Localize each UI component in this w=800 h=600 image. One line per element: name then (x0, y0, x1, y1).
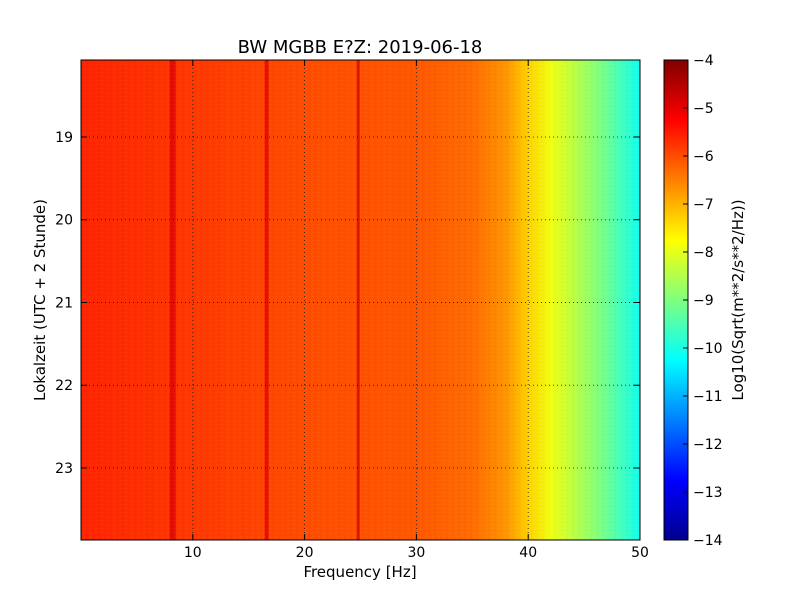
x-axis-label: Frequency [Hz] (303, 563, 416, 581)
y-tick-label: 22 (55, 378, 73, 394)
colorbar-tick-label: −8 (693, 245, 714, 261)
colorbar-tick-label: −13 (693, 485, 723, 501)
colorbar-tick-label: −12 (693, 437, 723, 453)
colorbar-label: Log10(Sqrt(m**2/s**2/Hz)) (729, 199, 747, 400)
x-tick-label: 20 (296, 545, 314, 561)
colorbar-tick-label: −14 (693, 533, 723, 549)
colorbar-tick-label: −6 (693, 149, 714, 165)
y-axis-label: Lokalzeit (UTC + 2 Stunde) (31, 199, 49, 401)
x-tick-label: 40 (519, 545, 537, 561)
y-tick-label: 23 (55, 461, 73, 477)
x-tick-label: 10 (184, 545, 202, 561)
colorbar-tick-label: −5 (693, 101, 714, 117)
colorbar-tick-label: −11 (693, 389, 723, 405)
spectrogram-noise (81, 60, 640, 540)
chart-title: BW MGBB E?Z: 2019-06-18 (238, 37, 483, 58)
colorbar-ticks: −4 −5 −6 −7 −8 −9 −10 −11 −12 −13 −14 (683, 53, 723, 549)
x-tick-label: 30 (407, 545, 425, 561)
colorbar-tick-label: −9 (693, 293, 714, 309)
colorbar-tick-label: −4 (693, 53, 714, 69)
y-axis-ticks: 19 20 21 22 23 (55, 130, 640, 477)
grid-lines (81, 60, 640, 540)
y-tick-label: 19 (55, 130, 73, 146)
colorbar: −4 −5 −6 −7 −8 −9 −10 −11 −12 −13 −14 Log10(Sqrt(m… (663, 53, 747, 549)
plot-frame (80, 59, 641, 541)
colorbar-tick-label: −10 (693, 341, 723, 357)
y-tick-label: 21 (55, 295, 73, 311)
y-tick-label: 20 (55, 213, 73, 229)
x-tick-label: 50 (631, 545, 649, 561)
plot-area (80, 59, 641, 541)
colorbar-tick-label: −7 (693, 197, 714, 213)
x-axis-ticks: 10 20 30 40 50 (184, 60, 649, 561)
